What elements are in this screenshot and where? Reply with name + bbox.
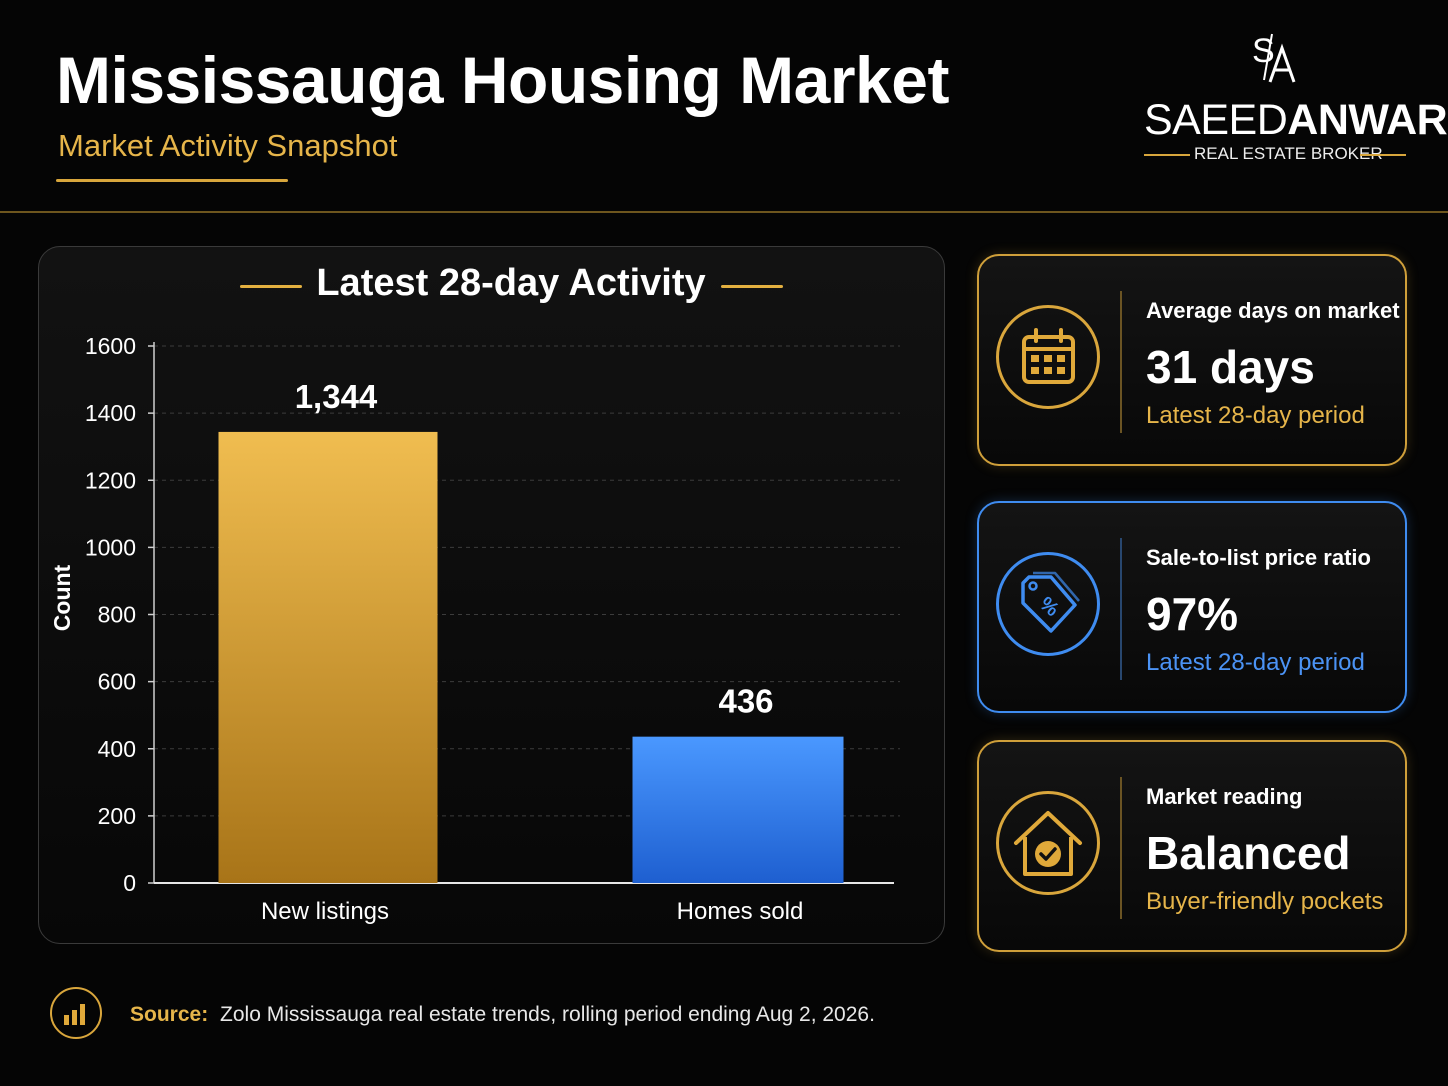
source-label: Source: bbox=[130, 1003, 209, 1026]
header-divider bbox=[0, 211, 1448, 213]
stat-divider bbox=[1120, 538, 1122, 680]
stat-label: Average days on market bbox=[1146, 298, 1400, 323]
page-title: Mississauga Housing Market bbox=[56, 43, 949, 117]
y-tick-label: 1400 bbox=[85, 400, 136, 426]
brand-logo: S SAEEDANWAR REAL ESTATE BROKER bbox=[1140, 30, 1448, 170]
x-category-label: New listings bbox=[261, 898, 389, 925]
brand-name: SAEEDANWAR bbox=[1144, 96, 1448, 145]
bar-value-label: 1,344 bbox=[295, 378, 378, 415]
brand-tagline: REAL ESTATE BROKER bbox=[1194, 144, 1383, 163]
price-tag-percent-icon: % bbox=[996, 552, 1100, 656]
stat-card-days-on-market: Average days on market 31 days Latest 28… bbox=[977, 254, 1407, 466]
page-subtitle: Market Activity Snapshot bbox=[58, 128, 398, 163]
calendar-icon bbox=[996, 305, 1100, 409]
stat-note: Buyer-friendly pockets bbox=[1146, 888, 1384, 915]
bar-chart-icon bbox=[50, 987, 102, 1039]
y-tick-label: 800 bbox=[98, 602, 136, 628]
stat-note: Latest 28-day period bbox=[1146, 649, 1365, 676]
source-text: Zolo Mississauga real estate trends, rol… bbox=[220, 1003, 875, 1026]
bar-new-listings bbox=[218, 431, 438, 883]
house-check-icon bbox=[996, 791, 1100, 895]
chart-title-dash-left bbox=[240, 285, 302, 288]
subtitle-underline bbox=[56, 179, 288, 182]
bar-value-label: 436 bbox=[718, 683, 773, 720]
stat-note: Latest 28-day period bbox=[1146, 402, 1365, 429]
bar-chart: 0 200 400 600 800 1000 1200 1400 1600 1,344 New l… bbox=[49, 333, 900, 925]
brand-name-first: SAEED bbox=[1144, 96, 1288, 144]
brand-monogram: S bbox=[1252, 32, 1296, 83]
source-line: Source: Zolo Mississauga real estate tre… bbox=[130, 1003, 875, 1027]
y-tick-label: 1000 bbox=[85, 534, 136, 560]
svg-text:S: S bbox=[1252, 32, 1275, 70]
y-tick-label: 1600 bbox=[85, 333, 136, 359]
chart-title-dash-right bbox=[721, 285, 783, 288]
stat-label: Sale-to-list price ratio bbox=[1146, 545, 1371, 570]
stat-card-sale-to-list: % Sale-to-list price ratio 97% Latest 28… bbox=[977, 501, 1407, 713]
brand-name-last: ANWAR bbox=[1287, 96, 1448, 144]
stat-value: Balanced bbox=[1146, 827, 1351, 879]
stat-value: 31 days bbox=[1146, 341, 1315, 393]
stat-label: Market reading bbox=[1146, 784, 1303, 809]
stat-card-market-reading: Market reading Balanced Buyer-friendly p… bbox=[977, 740, 1407, 952]
y-tick-label: 200 bbox=[98, 803, 136, 829]
y-tick-label: 0 bbox=[123, 870, 136, 896]
y-tick-label: 1200 bbox=[85, 467, 136, 493]
stat-value: 97% bbox=[1146, 588, 1239, 640]
stat-divider bbox=[1120, 291, 1122, 433]
stat-divider bbox=[1120, 777, 1122, 919]
y-tick-label: 400 bbox=[98, 736, 136, 762]
x-category-label: Homes sold bbox=[677, 898, 804, 925]
chart-title: Latest 28-day Activity bbox=[316, 262, 706, 304]
y-tick-label: 600 bbox=[98, 669, 136, 695]
brand-rule-left bbox=[1144, 154, 1190, 156]
bar-homes-sold bbox=[632, 736, 844, 883]
brand-rule-right bbox=[1360, 154, 1406, 156]
y-axis-label: Count bbox=[49, 564, 75, 631]
